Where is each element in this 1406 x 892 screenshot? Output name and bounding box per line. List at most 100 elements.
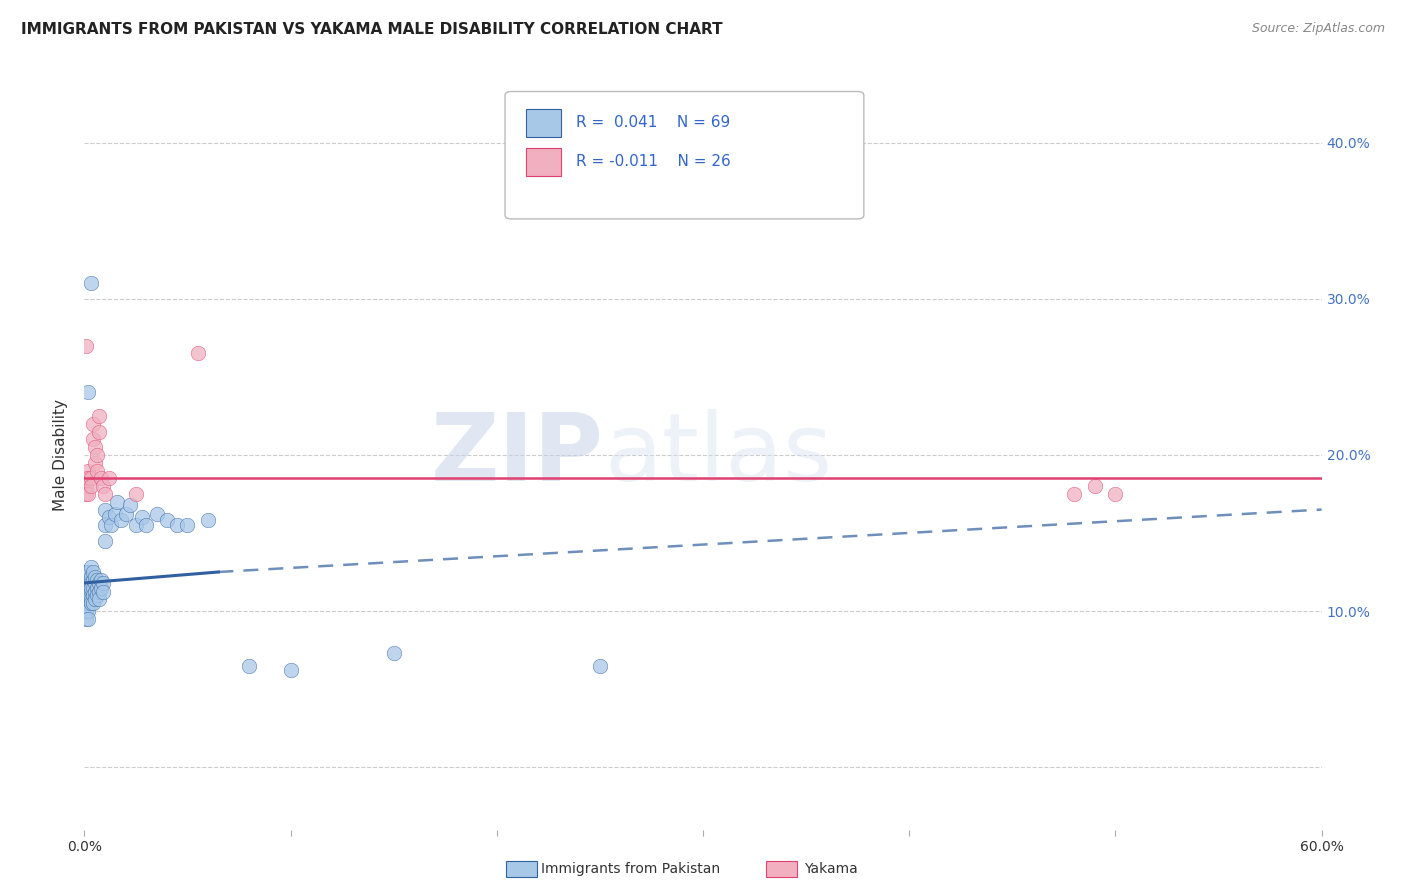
- Point: [1063, 487, 1085, 501]
- Point: [86, 581, 108, 595]
- Point: [86, 573, 108, 587]
- Point: [75, 585, 97, 599]
- Point: [77, 464, 100, 478]
- Point: [75, 479, 97, 493]
- FancyBboxPatch shape: [505, 92, 863, 219]
- Point: [75, 487, 97, 501]
- Point: [82, 417, 104, 431]
- Point: [114, 507, 136, 521]
- Point: [79, 576, 101, 591]
- Point: [77, 589, 100, 603]
- Point: [75, 471, 97, 485]
- Point: [77, 604, 100, 618]
- Point: [589, 658, 612, 673]
- Point: [79, 276, 101, 290]
- Point: [79, 585, 101, 599]
- Point: [382, 646, 405, 660]
- Point: [118, 498, 141, 512]
- Point: [83, 440, 105, 454]
- Point: [87, 409, 110, 423]
- Point: [75, 565, 97, 579]
- Point: [82, 573, 104, 587]
- Point: [83, 576, 105, 591]
- Point: [98, 510, 121, 524]
- Point: [75, 596, 97, 610]
- FancyBboxPatch shape: [526, 109, 561, 137]
- Point: [91, 576, 114, 591]
- Point: [100, 518, 122, 533]
- Point: [77, 591, 100, 606]
- Text: IMMIGRANTS FROM PAKISTAN VS YAKAMA MALE DISABILITY CORRELATION CHART: IMMIGRANTS FROM PAKISTAN VS YAKAMA MALE …: [21, 22, 723, 37]
- Point: [79, 560, 101, 574]
- Point: [83, 570, 105, 584]
- Point: [280, 664, 302, 678]
- Point: [87, 585, 110, 599]
- Point: [79, 479, 101, 493]
- Point: [166, 518, 188, 533]
- Y-axis label: Male Disability: Male Disability: [53, 399, 69, 511]
- Point: [187, 346, 209, 360]
- Point: [82, 596, 104, 610]
- Point: [75, 612, 97, 626]
- Point: [77, 576, 100, 591]
- Point: [77, 581, 100, 595]
- Point: [77, 573, 100, 587]
- Point: [94, 533, 117, 548]
- Point: [90, 471, 112, 485]
- Text: ZIP: ZIP: [432, 409, 605, 501]
- Point: [90, 581, 112, 595]
- Point: [104, 507, 127, 521]
- Point: [94, 487, 117, 501]
- Point: [125, 518, 148, 533]
- Point: [91, 585, 114, 599]
- Point: [135, 518, 157, 533]
- Point: [75, 604, 97, 618]
- Point: [125, 487, 148, 501]
- Point: [131, 510, 153, 524]
- Point: [83, 456, 105, 470]
- Point: [77, 596, 100, 610]
- Point: [1084, 479, 1107, 493]
- Point: [83, 591, 105, 606]
- Point: [75, 576, 97, 591]
- Point: [79, 596, 101, 610]
- Point: [82, 565, 104, 579]
- Point: [77, 565, 100, 579]
- Text: Source: ZipAtlas.com: Source: ZipAtlas.com: [1251, 22, 1385, 36]
- Point: [79, 570, 101, 584]
- Point: [105, 494, 128, 508]
- Point: [94, 518, 117, 533]
- Point: [75, 589, 97, 603]
- Point: [94, 502, 117, 516]
- Point: [86, 448, 108, 462]
- Point: [90, 573, 112, 587]
- Point: [82, 589, 104, 603]
- Point: [98, 471, 121, 485]
- Point: [75, 591, 97, 606]
- Point: [197, 513, 219, 527]
- Point: [86, 464, 108, 478]
- Point: [156, 513, 179, 527]
- Point: [77, 385, 100, 400]
- Point: [87, 591, 110, 606]
- Point: [75, 573, 97, 587]
- Point: [75, 581, 97, 595]
- Point: [82, 432, 104, 446]
- Text: Immigrants from Pakistan: Immigrants from Pakistan: [541, 862, 720, 876]
- Point: [110, 513, 132, 527]
- Point: [238, 658, 260, 673]
- Text: Yakama: Yakama: [804, 862, 858, 876]
- Text: atlas: atlas: [605, 409, 832, 501]
- Point: [83, 585, 105, 599]
- Point: [79, 471, 101, 485]
- Text: R = -0.011    N = 26: R = -0.011 N = 26: [575, 153, 730, 169]
- Point: [79, 591, 101, 606]
- Point: [86, 589, 108, 603]
- Text: R =  0.041    N = 69: R = 0.041 N = 69: [575, 115, 730, 129]
- Point: [87, 576, 110, 591]
- Point: [1104, 487, 1126, 501]
- Point: [79, 581, 101, 595]
- Point: [77, 487, 100, 501]
- Point: [176, 518, 198, 533]
- Point: [77, 612, 100, 626]
